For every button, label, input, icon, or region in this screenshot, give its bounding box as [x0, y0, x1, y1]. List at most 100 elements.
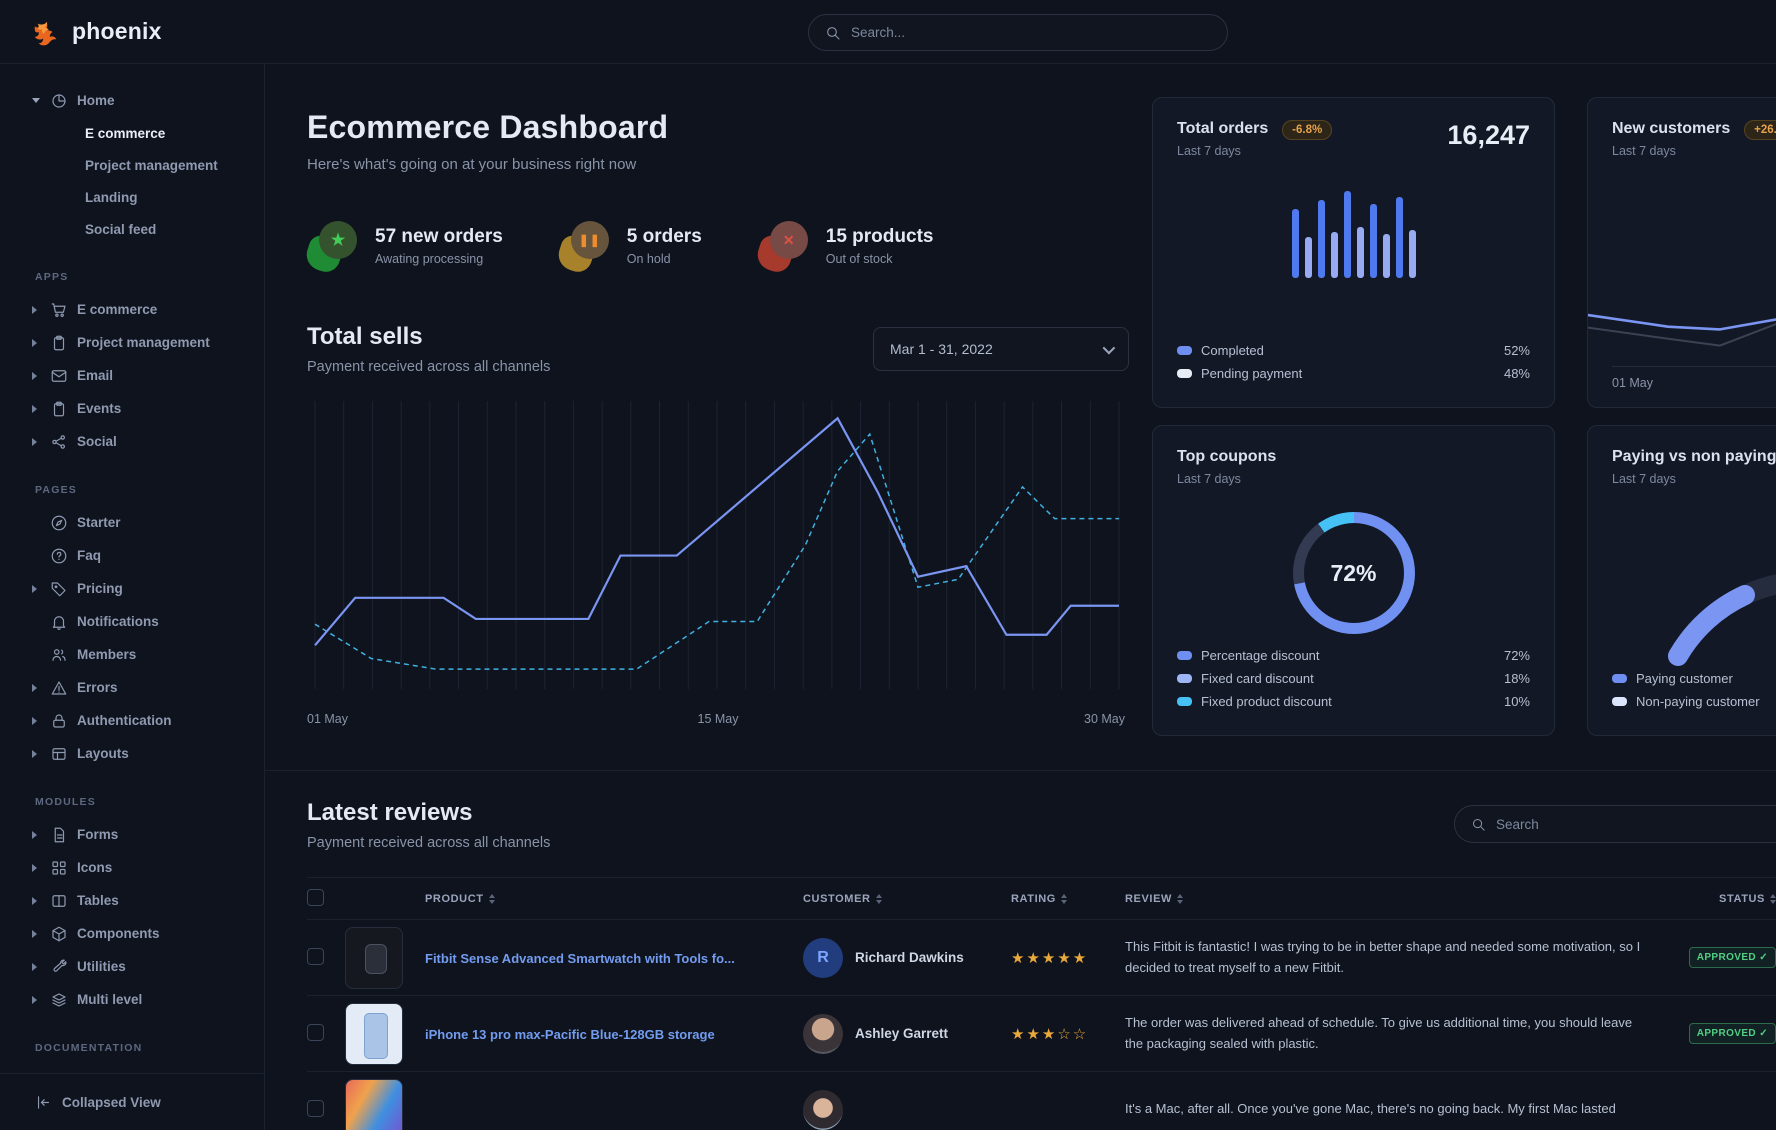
card-title: New customers — [1612, 120, 1731, 137]
sidebar-subitem-e-commerce[interactable]: E commerce — [85, 125, 166, 141]
stat-caption: On hold — [626, 252, 671, 266]
row-checkbox[interactable] — [307, 947, 324, 965]
sidebar-item-label: Notifications — [77, 614, 159, 629]
sidebar-item-home[interactable]: Home — [0, 84, 264, 117]
paying-legend: Paying customer Non-paying customer — [1612, 667, 1776, 713]
phoenix-logo-icon — [34, 21, 57, 45]
sidebar-item-notifications[interactable]: Notifications — [0, 605, 264, 638]
bar — [1330, 232, 1338, 278]
global-search-input[interactable] — [851, 25, 1211, 40]
sidebar-item-utilities[interactable]: Utilities — [0, 950, 264, 983]
sidebar-item-layouts[interactable]: Layouts — [0, 737, 264, 770]
caret-right-icon — [32, 929, 37, 938]
reviews-search-input[interactable] — [1496, 816, 1760, 832]
sort-icon[interactable] — [488, 893, 495, 904]
legend-label: Fixed card discount — [1201, 671, 1314, 686]
column-header-rating[interactable]: RATING — [1011, 893, 1125, 905]
sidebar-item-members[interactable]: Members — [0, 638, 264, 671]
sidebar-item-label: Events — [77, 401, 122, 416]
legend-value: 52% — [1503, 343, 1530, 358]
sidebar-subitem-project-management[interactable]: Project management — [85, 157, 218, 173]
coupons-donut-chart: 72% — [1292, 512, 1415, 634]
caret-down-icon — [32, 98, 40, 103]
sidebar-item-e-commerce[interactable]: E commerce — [0, 293, 264, 326]
caret-right-icon — [32, 683, 37, 692]
envelope-icon — [51, 369, 67, 382]
legend-label: Non-paying customer — [1636, 694, 1760, 709]
lock-icon — [53, 713, 65, 728]
bar — [1356, 227, 1364, 278]
sidebar-item-components[interactable]: Components — [0, 917, 264, 950]
sidebar-item-faq[interactable]: Faq — [0, 539, 264, 572]
legend-value: 72% — [1503, 648, 1530, 663]
date-range-select[interactable]: Mar 1 - 31, 2022 — [873, 327, 1129, 371]
product-link[interactable]: iPhone 13 pro max-Pacific Blue-128GB sto… — [425, 1026, 715, 1042]
sidebar-section-label: PAGES — [35, 484, 77, 496]
column-header-product[interactable]: PRODUCT — [425, 893, 803, 905]
caret-right-icon — [32, 749, 37, 758]
card-period: Last 7 days — [1177, 144, 1241, 158]
product-link[interactable]: Fitbit Sense Advanced Smartwatch with To… — [425, 950, 735, 966]
sidebar-item-label: Email — [77, 368, 114, 383]
sidebar-item-label: Layouts — [77, 746, 129, 761]
legend-row: Non-paying customer — [1612, 690, 1776, 713]
caret-right-icon — [32, 830, 37, 839]
brand-logo[interactable]: phoenix — [0, 17, 265, 47]
sidebar-item-errors[interactable]: Errors — [0, 671, 264, 704]
caret-right-icon — [32, 305, 37, 314]
status-badge: APPROVED ✓ — [1688, 947, 1776, 968]
sidebar-item-tables[interactable]: Tables — [0, 884, 264, 917]
sidebar-item-label: Forms — [77, 827, 119, 842]
sidebar-item-label: Project management — [77, 335, 210, 350]
users-icon — [52, 648, 66, 661]
column-header-review[interactable]: REVIEW — [1125, 893, 1670, 905]
collapse-view-button[interactable]: Collapsed View — [0, 1073, 264, 1130]
column-header-customer[interactable]: CUSTOMER — [803, 893, 1011, 905]
sidebar-item-label: Tables — [77, 893, 119, 908]
review-text: It's a Mac, after all. Once you've gone … — [1125, 1101, 1616, 1117]
sidebar-item-authentication[interactable]: Authentication — [0, 704, 264, 737]
row-checkbox[interactable] — [307, 1099, 324, 1117]
warning-icon — [51, 680, 67, 695]
sort-icon[interactable] — [1177, 893, 1183, 904]
sidebar-item-project-management[interactable]: Project management — [0, 326, 264, 359]
caret-right-icon — [32, 404, 37, 413]
row-checkbox[interactable] — [307, 1023, 324, 1041]
table-icon — [52, 894, 66, 907]
kpi-cards: Total orders -6.8% Last 7 days 16,247 Co… — [1152, 97, 1776, 736]
table-row: It's a Mac, after all. Once you've gone … — [307, 1071, 1776, 1130]
review-text: The order was delivered ahead of schedul… — [1125, 1015, 1633, 1051]
stat-caption: Awating processing — [375, 252, 484, 266]
legend-swatch — [1177, 697, 1192, 706]
select-all-checkbox[interactable] — [307, 888, 324, 906]
legend-row: Fixed product discount 10% — [1177, 690, 1530, 713]
legend-row: Fixed card discount 18% — [1177, 667, 1530, 690]
compass-icon — [51, 515, 67, 530]
stats-row: ★ 57 new orders Awating processing ❚❚ 5 orde… — [302, 221, 1129, 276]
table-row: Fitbit Sense Advanced Smartwatch with To… — [307, 919, 1776, 995]
reviews-search[interactable] — [1454, 805, 1776, 843]
search-icon — [827, 26, 840, 40]
sidebar-item-forms[interactable]: Forms — [0, 818, 264, 851]
sort-icon[interactable] — [1770, 893, 1776, 904]
stat-value: 15 products — [825, 226, 934, 247]
sidebar-subitem-landing[interactable]: Landing — [85, 189, 138, 205]
legend-row: Paying customer — [1612, 667, 1776, 690]
sidebar-item-social[interactable]: Social — [0, 425, 264, 458]
sidebar-item-multi-level[interactable]: Multi level — [0, 983, 264, 1016]
sort-icon[interactable] — [1060, 893, 1067, 904]
sidebar-item-starter[interactable]: Starter — [0, 506, 264, 539]
brand-name: phoenix — [72, 18, 162, 44]
column-header-status[interactable]: STATUS — [1670, 893, 1776, 905]
sidebar-item-events[interactable]: Events — [0, 392, 264, 425]
global-search[interactable] — [808, 14, 1228, 51]
sort-icon[interactable] — [875, 893, 882, 904]
sidebar-item-icons[interactable]: Icons — [0, 851, 264, 884]
sidebar-item-email[interactable]: Email — [0, 359, 264, 392]
rating-stars: ★★★☆☆ — [1011, 1025, 1089, 1043]
sidebar-item-pricing[interactable]: Pricing — [0, 572, 264, 605]
product-image — [345, 1078, 403, 1130]
sidebar-subitem-social-feed[interactable]: Social feed — [85, 221, 157, 237]
sidebar-section-label: APPS — [35, 271, 69, 283]
status-badge: APPROVED ✓ — [1688, 1023, 1776, 1044]
